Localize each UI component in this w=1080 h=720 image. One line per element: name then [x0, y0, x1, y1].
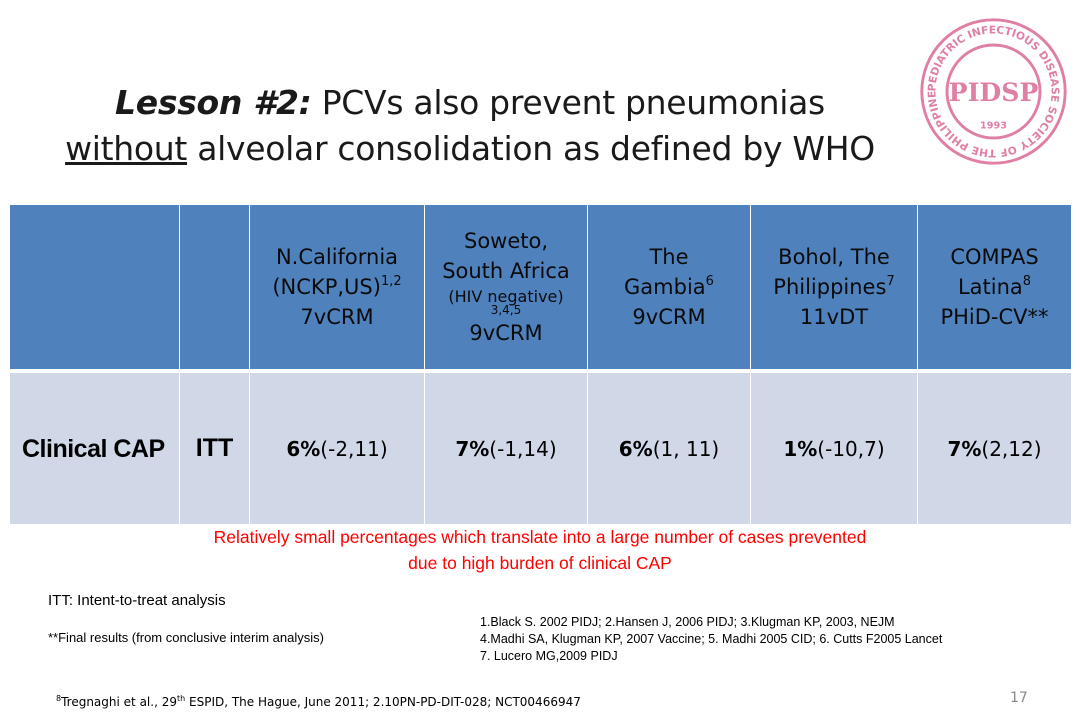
- result-cell: 7% (-1,14): [425, 370, 588, 525]
- footnote-reference: 8Tregnaghi et al., 29th ESPID, The Hague…: [56, 694, 581, 709]
- header-sup: 1,2: [380, 274, 402, 289]
- title-line-2: without alveolar consolidation as define…: [40, 126, 900, 172]
- pidsp-logo: PEDIATRIC INFECTIOUS DISEASE SOCIETY OF …: [916, 14, 1067, 165]
- header-gambia: The Gambia6 9vCRM: [588, 205, 751, 370]
- title-line-1: Lesson #2: PCVs also prevent pneumonias: [40, 80, 900, 126]
- itt-definition: ITT: Intent-to-treat analysis: [48, 592, 226, 609]
- header-text-line: Latina8: [958, 272, 1031, 302]
- note-line-2: due to high burden of clinical CAP: [408, 553, 672, 573]
- results-table: N.California (NCKP,US)1,2 7vCRM Soweto, …: [10, 205, 1072, 525]
- result-cell: 6% (-2,11): [250, 370, 425, 525]
- header-text: Philippines: [773, 275, 887, 299]
- final-results-note: **Final results (from conclusive interim…: [48, 630, 324, 645]
- header-subtext: (HIV negative): [448, 287, 564, 306]
- header-sup: 8: [1022, 274, 1032, 289]
- header-ncalifornia: N.California (NCKP,US)1,2 7vCRM: [250, 205, 425, 370]
- result-ci: (-1,14): [489, 436, 557, 461]
- logo-center-text: PIDSP: [949, 77, 1039, 107]
- footnote-sup: 8: [56, 694, 62, 703]
- lesson-label: Lesson #2:: [115, 83, 312, 122]
- page-title: Lesson #2: PCVs also prevent pneumonias …: [40, 80, 900, 172]
- header-text: Latina: [957, 275, 1023, 299]
- title-line-2-text: alveolar consolidation as defined by WHO: [187, 129, 875, 168]
- reference-line: 4.Madhi SA, Klugman KP, 2007 Vaccine; 5.…: [480, 632, 943, 646]
- header-sup: 6: [705, 274, 714, 289]
- header-vaccine: 9vCRM: [469, 321, 543, 345]
- reference-line: 7. Lucero MG,2009 PIDJ: [480, 649, 618, 663]
- result-percent: 7%: [455, 436, 490, 461]
- logo-year-text: 1993: [980, 120, 1007, 131]
- footnote-text: Tregnaghi et al., 29: [61, 695, 177, 709]
- header-text: N.California: [275, 245, 399, 269]
- result-percent: 6%: [618, 436, 653, 461]
- result-cell: 6% (1, 11): [588, 370, 751, 525]
- highlight-note: Relatively small percentages which trans…: [40, 524, 1040, 576]
- analysis-label: ITT: [180, 370, 250, 525]
- references: 1.Black S. 2002 PIDJ; 2.Hansen J, 2006 P…: [480, 614, 942, 665]
- result-ci: (1, 11): [652, 436, 720, 461]
- result-percent: 6%: [286, 436, 321, 461]
- header-text-line: (NCKP,US)1,2: [272, 272, 401, 302]
- row-label: Clinical CAP: [10, 370, 180, 525]
- header-text: South Africa: [442, 259, 570, 283]
- header-text: (NCKP,US): [272, 275, 381, 299]
- header-empty-1: [10, 205, 180, 370]
- title-line-1-text: PCVs also prevent pneumonias: [311, 83, 826, 122]
- header-vaccine: PHiD-CV**: [940, 305, 1049, 329]
- result-percent: 7%: [947, 436, 982, 461]
- footnote-text: ESPID, The Hague, June 2011; 2.10PN-PD-D…: [185, 695, 581, 709]
- header-soweto: Soweto, South Africa (HIV negative) 3,4,…: [425, 205, 588, 370]
- footnote-sup: th: [176, 694, 186, 703]
- header-text: The: [649, 245, 689, 269]
- header-sup: 3,4,5: [490, 303, 522, 317]
- page-number: 17: [1010, 690, 1028, 706]
- header-empty-2: [180, 205, 250, 370]
- result-ci: (-10,7): [817, 436, 885, 461]
- header-text: COMPAS: [950, 245, 1039, 269]
- result-ci: (-2,11): [320, 436, 388, 461]
- header-sup: 7: [886, 274, 895, 289]
- header-vaccine: 9vCRM: [632, 305, 706, 329]
- header-text-line: Philippines7: [773, 272, 894, 302]
- note-line-1: Relatively small percentages which trans…: [213, 527, 867, 547]
- result-ci: (2,12): [981, 436, 1042, 461]
- header-text: Bohol, The: [778, 245, 890, 269]
- header-bohol: Bohol, The Philippines7 11vDT: [751, 205, 918, 370]
- result-cell: 1% (-10,7): [751, 370, 918, 525]
- header-text-line: Gambia6: [624, 272, 714, 302]
- title-underlined-word: without: [65, 129, 188, 168]
- header-vaccine: 7vCRM: [300, 305, 374, 329]
- reference-line: 1.Black S. 2002 PIDJ; 2.Hansen J, 2006 P…: [480, 615, 895, 629]
- header-text: Soweto,: [463, 229, 549, 253]
- header-vaccine: 11vDT: [799, 305, 869, 329]
- result-percent: 1%: [783, 436, 818, 461]
- header-compas: COMPAS Latina8 PHiD-CV**: [918, 205, 1072, 370]
- header-text: Gambia: [624, 275, 706, 299]
- result-cell: 7% (2,12): [918, 370, 1072, 525]
